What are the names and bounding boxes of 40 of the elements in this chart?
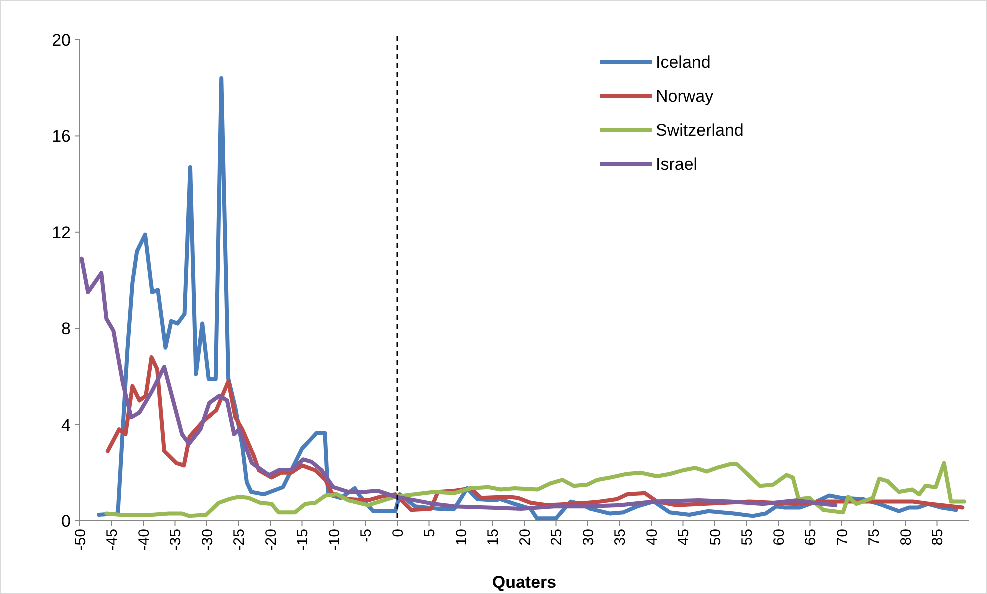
x-tick-label: -30 <box>199 529 216 551</box>
y-tick-label: 20 <box>52 30 71 50</box>
x-tick-label: -5 <box>358 529 375 542</box>
legend-label: Israel <box>656 154 698 174</box>
y-tick-label: 12 <box>52 223 71 242</box>
line-series <box>80 256 838 511</box>
x-tick-label: -20 <box>262 529 280 551</box>
x-tick-label: 65 <box>802 529 820 546</box>
x-tick-label: 70 <box>834 529 852 546</box>
x-tick-label: 40 <box>644 529 661 546</box>
line-series <box>104 461 967 518</box>
y-tick-label: 16 <box>52 127 71 146</box>
x-tick-label: 60 <box>770 529 788 546</box>
x-tick-label: 85 <box>930 529 946 546</box>
x-tick-label: 30 <box>580 529 598 546</box>
x-tick-label: -35 <box>168 529 184 551</box>
legend-label: Switzerland <box>656 120 744 140</box>
x-tick-label: -45 <box>104 529 121 551</box>
legend-label: Iceland <box>656 52 711 72</box>
x-tick-label: 5 <box>422 529 438 538</box>
x-tick-label: -40 <box>136 529 153 551</box>
x-tick-label: 15 <box>485 529 502 546</box>
x-tick-label: -50 <box>72 529 90 551</box>
x-tick-label: -25 <box>231 529 248 551</box>
x-tick-label: -10 <box>326 529 344 551</box>
x-tick-label: 35 <box>612 529 629 546</box>
x-tick-label: 20 <box>516 529 534 546</box>
y-tick-label: 4 <box>62 416 71 435</box>
x-tick-label: 0 <box>390 529 407 538</box>
x-tick-label: 55 <box>739 529 756 546</box>
x-axis-title: Quaters <box>492 573 557 592</box>
x-tick-label: 80 <box>898 529 915 546</box>
x-tick-label: 50 <box>707 529 724 546</box>
x-tick-label: 45 <box>676 529 692 546</box>
x-tick-label: 25 <box>548 529 566 546</box>
x-tick-label: 10 <box>453 529 470 546</box>
x-tick-label: -15 <box>294 529 312 551</box>
legend-label: Norway <box>656 86 714 106</box>
x-tick-label: 75 <box>866 529 883 546</box>
y-tick-label: 8 <box>62 320 71 339</box>
